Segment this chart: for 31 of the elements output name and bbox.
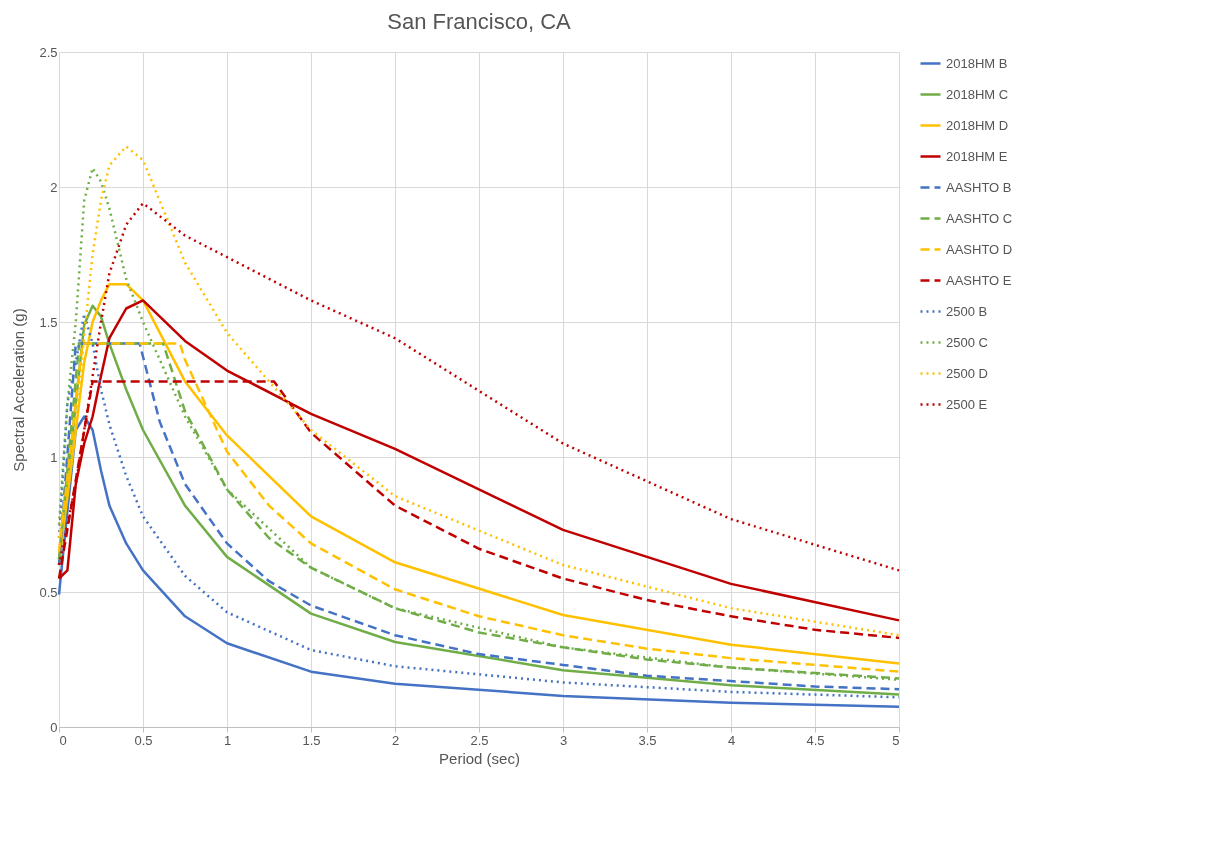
legend-label: 2018HM E: [946, 148, 1008, 164]
x-tick-label: 2: [391, 732, 400, 748]
x-tick-label: 0.5: [134, 732, 153, 748]
legend-label: AASHTO E: [946, 272, 1012, 288]
x-tick-label: 3: [559, 732, 568, 748]
y-tick-label: 0: [50, 719, 58, 735]
y-axis-title: Spectral Acceleration (g): [10, 308, 28, 472]
x-axis-title: Period (sec): [439, 749, 520, 767]
x-tick-label: 5: [892, 732, 900, 748]
x-tick-label: 3.5: [638, 732, 657, 748]
y-tick-label: 1.5: [39, 314, 58, 330]
x-tick-label: 4: [727, 732, 736, 748]
legend-label: 2500 C: [946, 334, 988, 350]
legend-label: 2018HM B: [946, 55, 1008, 71]
x-tick-label: 4.5: [806, 732, 825, 748]
legend-label: AASHTO D: [946, 241, 1013, 257]
y-tick-label: 2: [50, 179, 58, 195]
legend-label: 2018HM C: [946, 86, 1009, 102]
chart-title: San Francisco, CA: [387, 9, 572, 34]
legend-label: 2500 B: [946, 303, 988, 319]
x-tick-label: 1: [223, 732, 232, 748]
x-tick-label: 2.5: [470, 732, 489, 748]
legend-label: AASHTO B: [946, 179, 1012, 195]
legend-label: AASHTO C: [946, 210, 1013, 226]
legend-label: 2500 E: [946, 396, 988, 412]
legend-label: 2500 D: [946, 365, 988, 381]
y-tick-label: 2.5: [39, 44, 58, 60]
y-tick-label: 1: [50, 449, 58, 465]
x-tick-label: 1.5: [302, 732, 321, 748]
y-tick-label: 0.5: [39, 584, 58, 600]
legend-label: 2018HM D: [946, 117, 1009, 133]
